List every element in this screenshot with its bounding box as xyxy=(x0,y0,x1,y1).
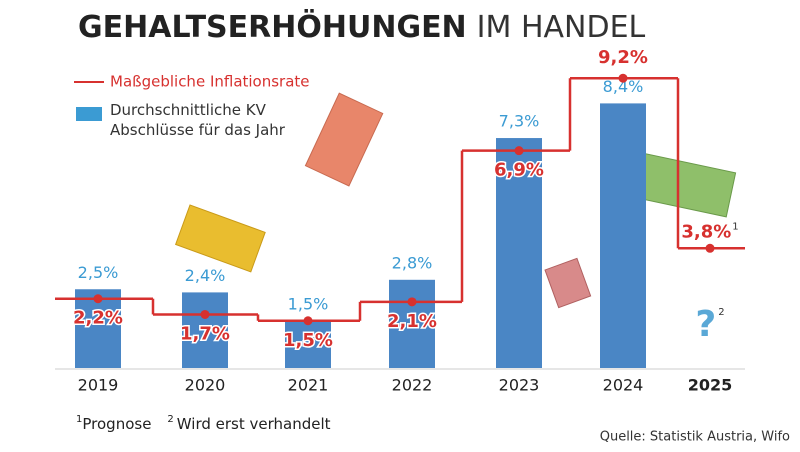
banknote xyxy=(304,92,384,187)
line-value-label: 6,9% xyxy=(494,160,544,181)
bar-value-label: 2,5% xyxy=(78,263,119,282)
line-point xyxy=(618,73,628,83)
line-value-text: 3,8% xyxy=(681,221,731,242)
line-value-text: 2,1% xyxy=(387,311,437,332)
legend-swatch-bar xyxy=(76,107,102,121)
bar xyxy=(496,138,542,368)
line-point xyxy=(514,146,524,156)
line-value-label: 1,7% xyxy=(180,323,230,344)
missing-value-mark: ? 2 xyxy=(695,304,724,345)
x-tick-label: 2023 xyxy=(499,376,540,395)
line-value-label: 9,2% xyxy=(598,47,648,68)
legend-label: Maßgebliche Inflationsrate xyxy=(110,73,310,91)
bar-value-label: 8,4% xyxy=(603,77,644,96)
line-value-label: 1,5% xyxy=(283,330,333,351)
x-tick-label: 2020 xyxy=(185,376,226,395)
line-value-label: 2,1% xyxy=(387,311,437,332)
bar xyxy=(600,103,646,369)
x-tick-label: 2025 xyxy=(688,376,733,395)
x-tick-label: 2022 xyxy=(392,376,433,395)
bar-value-label: 1,5% xyxy=(288,294,329,313)
line-point xyxy=(200,309,210,319)
line-value-text: 1,7% xyxy=(180,323,230,344)
footnote-marker: 2 xyxy=(718,307,724,318)
line-value-text: 2,2% xyxy=(73,308,123,329)
x-tick-label: 2024 xyxy=(603,376,644,395)
line-value-text: 1,5% xyxy=(283,330,333,351)
footnote-marker: 1 xyxy=(732,221,738,232)
x-tick-label: 2021 xyxy=(288,376,329,395)
bar-value-label: 2,8% xyxy=(392,253,433,272)
bar xyxy=(182,292,228,368)
source: Quelle: Statistik Austria, Wifo xyxy=(600,430,790,445)
footnote: 1Prognose 2 Wird erst verhandelt xyxy=(76,414,331,433)
line-value-text: 9,2% xyxy=(598,47,648,68)
chart-title: GEHALTSERHÖHUNGEN IM HANDEL xyxy=(78,8,646,45)
legend-label: Durchschnittliche KV Abschlüsse für das … xyxy=(110,101,285,139)
line-value-text: 6,9% xyxy=(494,160,544,181)
line-point xyxy=(407,297,417,307)
banknote xyxy=(544,257,592,309)
bar-value-label: 7,3% xyxy=(499,112,540,131)
line-point xyxy=(705,243,715,253)
line-value-label: 2,2% xyxy=(73,308,123,329)
line-point xyxy=(303,316,313,326)
x-tick-label: 2019 xyxy=(78,376,119,395)
bar xyxy=(389,279,435,368)
missing-value-symbol: ? xyxy=(695,304,716,345)
line-value-label: 3,8%1 xyxy=(681,221,738,242)
bar xyxy=(285,320,331,368)
banknote xyxy=(174,204,266,273)
bar-value-label: 2,4% xyxy=(185,266,226,285)
line-point xyxy=(93,294,103,304)
